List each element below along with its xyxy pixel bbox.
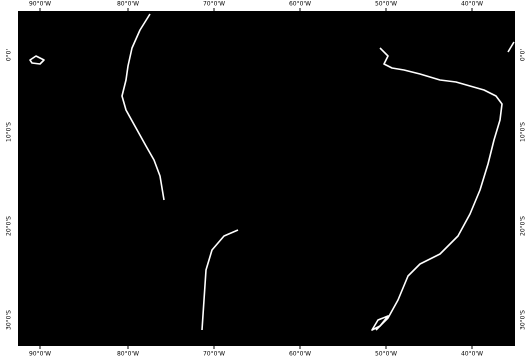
right-label: 20°0'S bbox=[520, 216, 527, 236]
left-label: 0°0' bbox=[6, 49, 13, 62]
left-label: 30°0'S bbox=[6, 310, 13, 330]
left-label: 10°0'S bbox=[6, 122, 13, 142]
top-label: 60°0'W bbox=[289, 1, 311, 8]
bottom-label: 60°0'W bbox=[289, 351, 311, 358]
top-label: 50°0'W bbox=[375, 1, 397, 8]
bottom-label: 50°0'W bbox=[375, 351, 397, 358]
top-label: 90°0'W bbox=[29, 1, 51, 8]
map-frame bbox=[18, 11, 515, 346]
right-label: 10°0'S bbox=[520, 122, 527, 142]
right-label: 30°0'S bbox=[520, 310, 527, 330]
right-label: 0°0' bbox=[520, 49, 527, 62]
bottom-label: 90°0'W bbox=[29, 351, 51, 358]
left-label: 20°0'S bbox=[6, 216, 13, 236]
map-view: 90°0'W 80°0'W 70°0'W 60°0'W 50°0'W 40°0'W 90°0… bbox=[0, 0, 531, 360]
top-label: 40°0'W bbox=[461, 1, 483, 8]
bottom-label: 70°0'W bbox=[203, 351, 225, 358]
top-label: 80°0'W bbox=[117, 1, 139, 8]
bottom-label: 40°0'W bbox=[461, 351, 483, 358]
bottom-label: 80°0'W bbox=[117, 351, 139, 358]
top-label: 70°0'W bbox=[203, 1, 225, 8]
